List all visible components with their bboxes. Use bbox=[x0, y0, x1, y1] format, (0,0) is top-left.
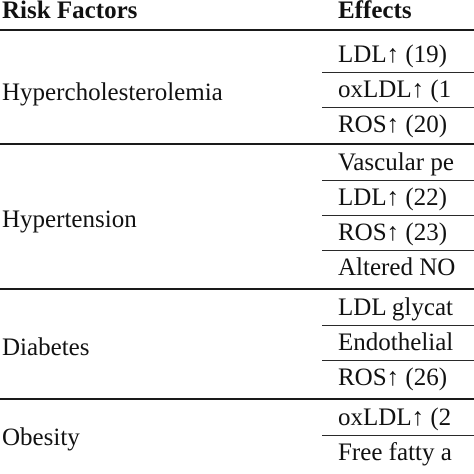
group-divider bbox=[0, 398, 474, 400]
effect-cell: LDL↑ (22) bbox=[322, 181, 474, 216]
effect-text: LDL glycat bbox=[338, 294, 454, 321]
effect-text: LDL↑ (22) bbox=[338, 184, 447, 211]
group-divider bbox=[0, 288, 474, 290]
effect-cell: Endothelial bbox=[322, 326, 474, 361]
risk-factor-cell: Diabetes bbox=[2, 334, 90, 361]
header-rule bbox=[0, 29, 474, 31]
risk-factor-cell: Hypercholesterolemia bbox=[2, 79, 223, 106]
effect-text: Vascular pe bbox=[338, 149, 454, 176]
effect-cell: Altered NO bbox=[322, 251, 474, 285]
risk-factor-cell: Obesity bbox=[2, 424, 80, 451]
effect-cell: LDL glycat bbox=[322, 291, 474, 326]
effect-cell: ROS↑ (20) bbox=[322, 108, 474, 142]
effect-cell: ROS↑ (26) bbox=[322, 361, 474, 395]
effect-cell: Vascular pe bbox=[322, 146, 474, 181]
effect-text: Free fatty a bbox=[338, 439, 452, 466]
header-risk-factors: Risk Factors bbox=[2, 0, 138, 24]
effect-text: ROS↑ (26) bbox=[338, 364, 448, 391]
effect-cell: ROS↑ (23) bbox=[322, 216, 474, 251]
table-header-row: Risk Factors Effects bbox=[0, 0, 474, 30]
risk-factor-cell: Hypertension bbox=[2, 206, 137, 233]
effect-text: ROS↑ (20) bbox=[338, 111, 448, 138]
effect-text: oxLDL↑ (2 bbox=[338, 404, 452, 431]
group-divider bbox=[0, 143, 474, 145]
effect-text: oxLDL↑ (1 bbox=[338, 76, 452, 103]
effect-text: Altered NO bbox=[338, 254, 456, 281]
effect-cell: oxLDL↑ (2 bbox=[322, 401, 474, 436]
effect-text: Endothelial bbox=[338, 329, 454, 356]
effect-text: ROS↑ (23) bbox=[338, 219, 448, 246]
effect-cell: Free fatty a bbox=[322, 436, 474, 474]
effect-cell: oxLDL↑ (1 bbox=[322, 73, 474, 108]
effect-text: LDL↑ (19) bbox=[338, 41, 447, 68]
header-effects: Effects bbox=[338, 0, 412, 24]
effect-cell: LDL↑ (19) bbox=[322, 38, 474, 73]
